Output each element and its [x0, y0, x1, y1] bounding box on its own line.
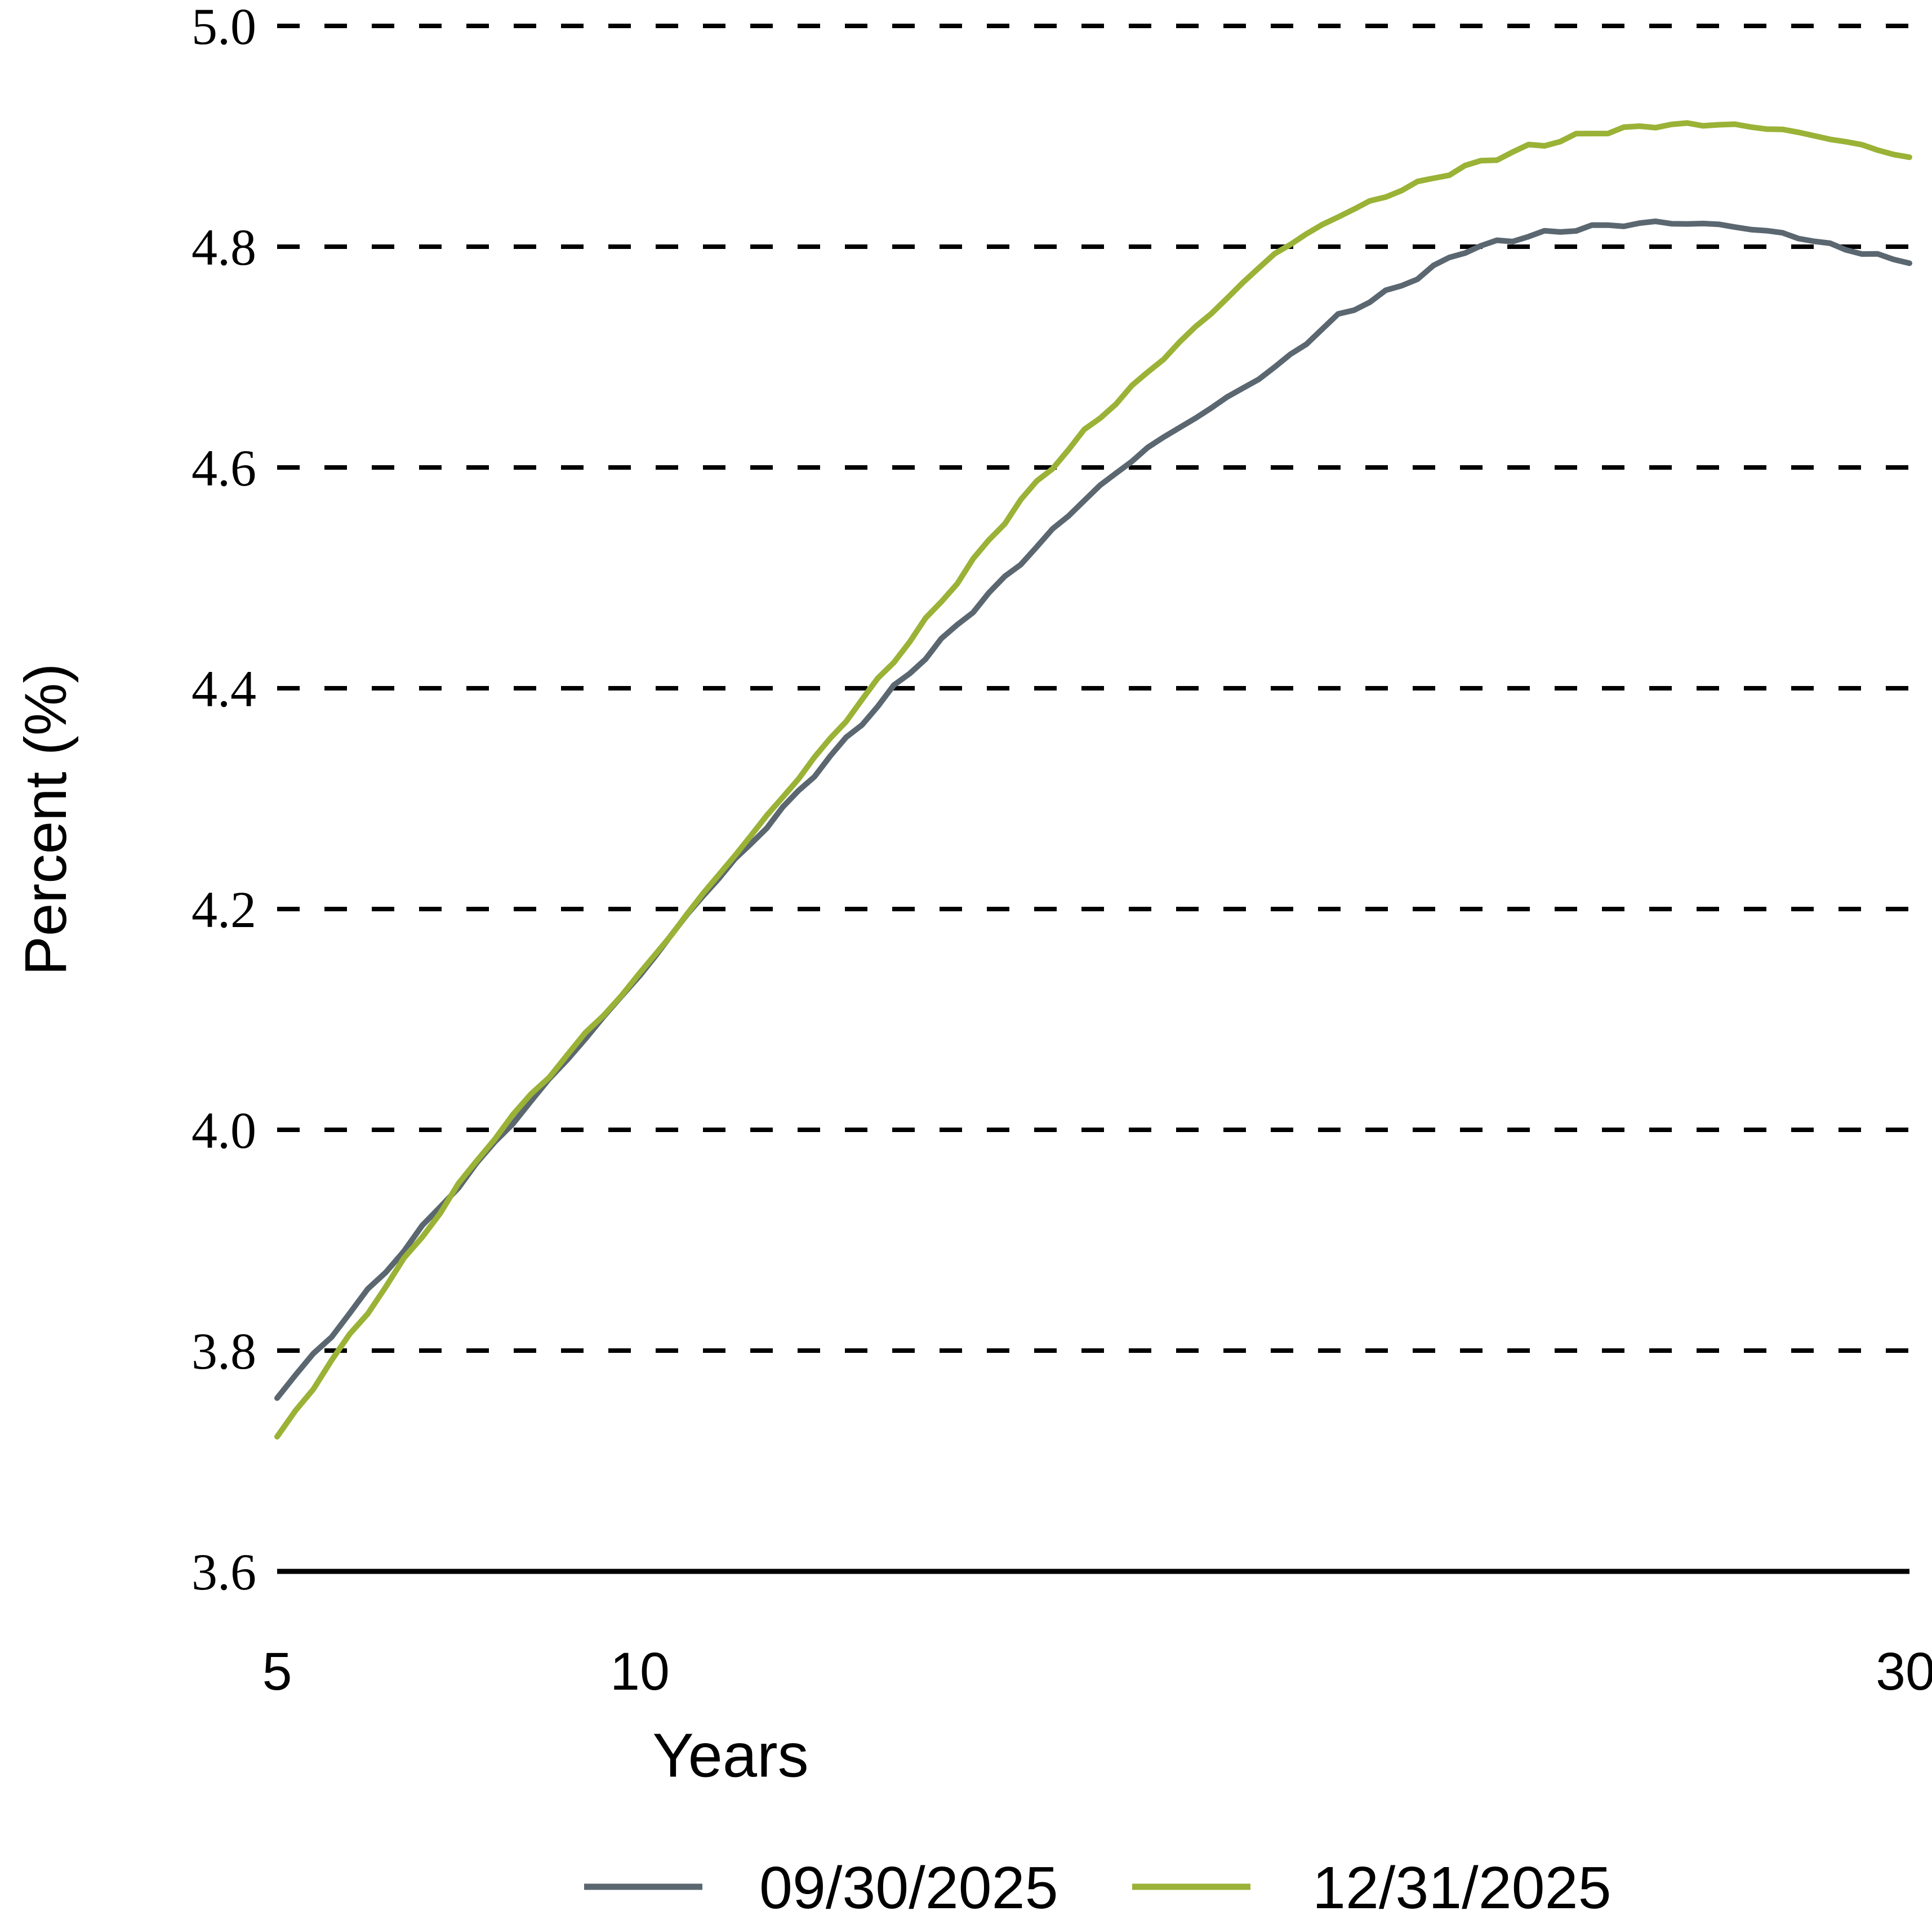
y-axis-tick-label: 4.8: [192, 219, 256, 276]
x-axis-tick-label: 10: [610, 1642, 670, 1701]
x-axis-tick-label: 30: [1876, 1642, 1932, 1701]
legend-label-12-31-2025: 12/31/2025: [1312, 1855, 1612, 1911]
y-axis-tick-label: 3.8: [192, 1322, 256, 1380]
y-axis-tick-label: 4.6: [192, 439, 256, 497]
y-axis-tick-label: 4.4: [192, 660, 256, 718]
y-axis-tick-label: 5.0: [192, 0, 256, 55]
series-line-09-30-2025: [274, 219, 1912, 1401]
x-axis-tick-label: 5: [262, 1642, 292, 1701]
series-line-12-31-2025: [274, 120, 1912, 1440]
legend-label-09-30-2025: 09/30/2025: [759, 1855, 1058, 1911]
x-axis-title: Years: [652, 1721, 809, 1790]
y-axis-tick-label: 3.6: [192, 1543, 256, 1601]
y-axis-title: Percent (%): [13, 663, 79, 976]
y-axis-tick-label: 4.2: [192, 881, 256, 938]
y-axis-tick-label: 4.0: [192, 1102, 256, 1159]
